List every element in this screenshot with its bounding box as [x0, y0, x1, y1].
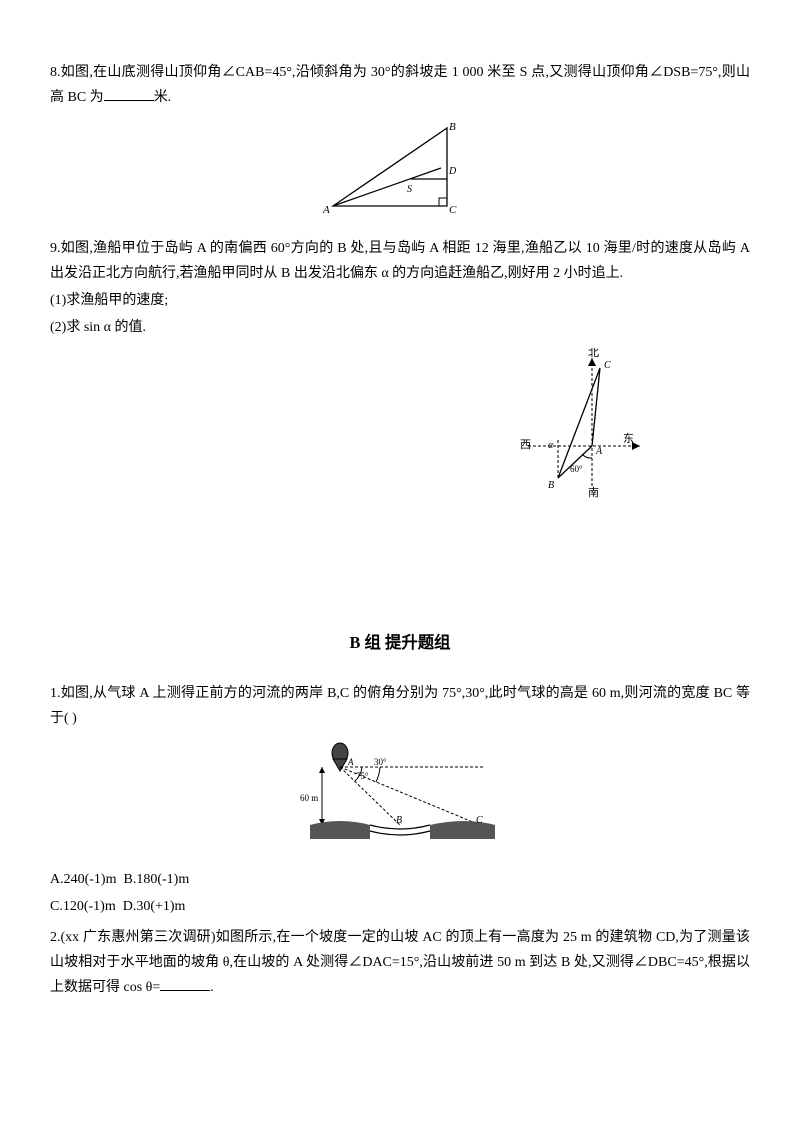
b2-text-b: .: [210, 980, 214, 995]
b1-text: 1.如图,从气球 A 上测得正前方的河流的两岸 B,C 的俯角分别为 75°,3…: [50, 681, 750, 731]
label-W: 西: [520, 439, 531, 451]
q9-figure: 北 南 西 东 A B C 60° α: [50, 348, 750, 507]
label-A: A: [322, 204, 330, 216]
label-75: 75°: [356, 771, 369, 781]
q8-text: 8.如图,在山底测得山顶仰角∠CAB=45°,沿倾斜角为 30°的斜坡走 1 0…: [50, 60, 750, 110]
b1-figure: A 75° 30° 60 m B C: [50, 739, 750, 858]
q8-figure: A B C D S: [50, 118, 750, 227]
label-A3: A: [347, 757, 354, 767]
label-B2: B: [548, 480, 554, 491]
opt-c: C.120(-1)m: [50, 899, 116, 914]
opt-d: D.30(+1)m: [123, 899, 186, 914]
label-B3: B: [396, 815, 402, 826]
label-D: D: [448, 166, 457, 177]
section-b-title: B 组 提升题组: [50, 628, 750, 657]
label-C3: C: [476, 815, 483, 826]
q9-svg: 北 南 西 东 A B C 60° α: [520, 348, 650, 498]
b1-options-line1: A.240(-1)m B.180(-1)m: [50, 867, 750, 892]
b1-svg: A 75° 30° 60 m B C: [300, 739, 500, 849]
label-E: 东: [623, 432, 634, 445]
label-C2: C: [604, 360, 611, 371]
q9-sub2: (2)求 sin α 的值.: [50, 315, 750, 340]
label-C: C: [449, 204, 457, 216]
label-B: B: [449, 121, 456, 133]
svg-text:α: α: [548, 440, 554, 451]
question-8: 8.如图,在山底测得山顶仰角∠CAB=45°,沿倾斜角为 30°的斜坡走 1 0…: [50, 60, 750, 228]
blank-q8: [104, 87, 154, 101]
label-S: S: [407, 184, 412, 195]
b1-options-line2: C.120(-1)m D.30(+1)m: [50, 894, 750, 919]
opt-b: B.180(-1)m: [124, 872, 190, 887]
label-A2: A: [595, 446, 603, 457]
blank-b2: [160, 977, 210, 991]
label-angle: 60°: [570, 464, 583, 474]
opt-a: A.240(-1)m: [50, 872, 117, 887]
q9-sub1: (1)求渔船甲的速度;: [50, 288, 750, 313]
question-b1: 1.如图,从气球 A 上测得正前方的河流的两岸 B,C 的俯角分别为 75°,3…: [50, 681, 750, 919]
b2-text-a: 2.(xx 广东惠州第三次调研)如图所示,在一个坡度一定的山坡 AC 的顶上有一…: [50, 930, 750, 995]
question-b2: 2.(xx 广东惠州第三次调研)如图所示,在一个坡度一定的山坡 AC 的顶上有一…: [50, 925, 750, 1001]
label-h: 60 m: [300, 793, 318, 803]
question-9: 9.如图,渔船甲位于岛屿 A 的南偏西 60°方向的 B 处,且与岛屿 A 相距…: [50, 236, 750, 508]
label-30: 30°: [374, 757, 387, 767]
b2-text: 2.(xx 广东惠州第三次调研)如图所示,在一个坡度一定的山坡 AC 的顶上有一…: [50, 925, 750, 1001]
q8-svg: A B C D S: [315, 118, 485, 218]
label-N: 北: [588, 348, 599, 359]
q9-text: 9.如图,渔船甲位于岛屿 A 的南偏西 60°方向的 B 处,且与岛屿 A 相距…: [50, 236, 750, 286]
b1-options: A.240(-1)m B.180(-1)m C.120(-1)m D.30(+1…: [50, 867, 750, 919]
label-S: 南: [588, 486, 599, 498]
q8-text-b: 米.: [154, 90, 172, 105]
